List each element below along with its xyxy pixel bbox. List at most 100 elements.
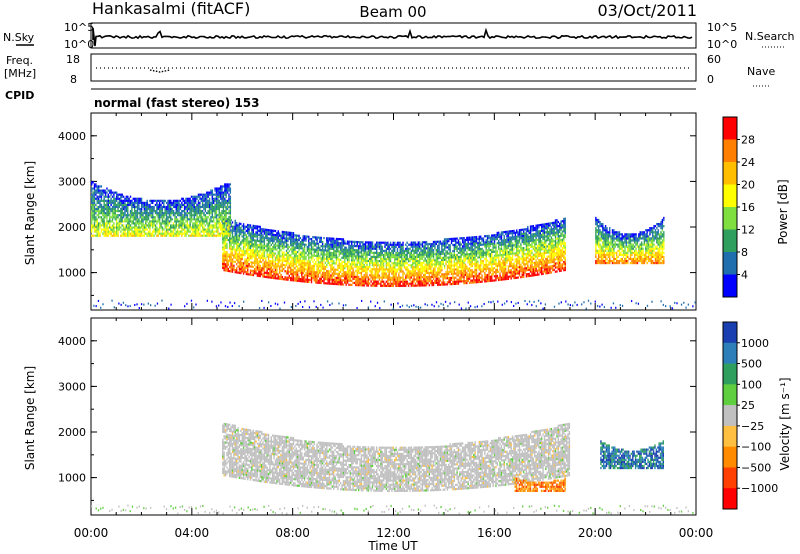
- data-cell: [416, 280, 418, 283]
- data-cell: [510, 244, 512, 247]
- data-cell: [351, 248, 353, 252]
- data-cell: [493, 238, 496, 241]
- data-cell: [351, 250, 353, 254]
- data-cell: [240, 253, 242, 256]
- data-cell: [489, 244, 492, 248]
- data-cell: [466, 247, 468, 250]
- data-cell: [244, 225, 246, 228]
- data-cell: [550, 259, 553, 262]
- data-cell: [556, 219, 558, 222]
- data-cell: [381, 262, 383, 265]
- data-cell: [317, 267, 320, 270]
- data-cell: [464, 255, 467, 258]
- data-cell: [370, 259, 372, 263]
- data-cell: [410, 251, 413, 254]
- data-cell: [273, 276, 275, 280]
- data-cell: [328, 257, 331, 261]
- data-cell: [352, 269, 354, 272]
- data-cell: [450, 260, 453, 263]
- data-cell: [528, 254, 530, 257]
- data-cell: [273, 237, 275, 241]
- data-cell: [230, 237, 232, 240]
- data-cell: [252, 261, 254, 264]
- data-cell: [561, 252, 564, 256]
- data-cell: [252, 235, 254, 238]
- data-cell: [425, 269, 428, 273]
- data-cell: [374, 268, 376, 271]
- data-cell: [466, 275, 468, 278]
- data-cell: [292, 242, 295, 245]
- data-cell: [91, 230, 93, 233]
- data-cell: [439, 265, 442, 268]
- data-cell: [549, 267, 551, 270]
- data-cell: [313, 262, 315, 266]
- data-cell: [558, 253, 561, 256]
- data-cell: [326, 241, 328, 244]
- data-cell: [427, 245, 429, 248]
- data-cell: [262, 244, 264, 247]
- data-cell: [256, 258, 259, 261]
- data-cell: [299, 257, 302, 260]
- data-cell: [500, 247, 503, 250]
- data-cell: [446, 283, 449, 286]
- data-cell: [428, 277, 431, 281]
- data-cell: [223, 256, 225, 259]
- data-cell: [467, 242, 469, 246]
- data-cell: [495, 270, 497, 274]
- data-cell: [96, 214, 98, 217]
- data-cell: [450, 264, 453, 267]
- data-cell: [301, 263, 303, 266]
- data-cell: [331, 247, 334, 251]
- data-cell: [511, 273, 514, 276]
- data-cell: [439, 267, 442, 270]
- data-cell: [420, 257, 422, 260]
- data-cell: [302, 257, 304, 260]
- data-cell: [238, 245, 241, 248]
- data-cell: [276, 273, 278, 276]
- data-cell: [387, 270, 389, 273]
- data-cell: [359, 280, 361, 283]
- data-cell: [240, 263, 242, 266]
- data-cell: [255, 225, 257, 228]
- data-cell: [319, 255, 321, 258]
- data-cell: [313, 248, 315, 251]
- data-cell: [439, 263, 442, 266]
- data-cell: [423, 274, 425, 277]
- data-cell: [314, 250, 317, 253]
- data-cell: [276, 236, 278, 239]
- data-cell: [241, 251, 243, 254]
- data-cell: [374, 276, 376, 279]
- data-cell: [245, 244, 248, 247]
- data-cell: [305, 255, 307, 259]
- data-cell: [449, 244, 451, 247]
- data-cell: [294, 267, 296, 270]
- data-cell: [421, 284, 424, 287]
- data-cell: [448, 279, 450, 282]
- data-cell: [389, 251, 392, 255]
- data-cell: [470, 250, 472, 254]
- data-cell: [550, 267, 553, 270]
- data-cell: [284, 241, 286, 244]
- data-cell: [252, 239, 254, 242]
- data-cell: [400, 251, 403, 255]
- data-cell: [269, 270, 271, 273]
- data-cell: [93, 201, 96, 204]
- data-cell: [265, 275, 267, 279]
- data-cell: [399, 264, 401, 267]
- data-cell: [260, 230, 263, 233]
- data-cell: [540, 246, 543, 249]
- data-cell: [492, 256, 494, 260]
- data-cell: [474, 236, 476, 239]
- data-cell: [335, 272, 338, 275]
- data-cell: [375, 276, 378, 279]
- data-cell: [299, 247, 302, 250]
- data-cell: [263, 257, 266, 260]
- data-cell: [320, 281, 322, 285]
- data-cell: [467, 255, 469, 258]
- data-cell: [301, 276, 303, 279]
- data-cell: [424, 278, 426, 281]
- data-cell: [362, 278, 364, 281]
- data-cell: [245, 272, 248, 276]
- data-cell: [553, 252, 555, 255]
- data-cell: [256, 231, 259, 234]
